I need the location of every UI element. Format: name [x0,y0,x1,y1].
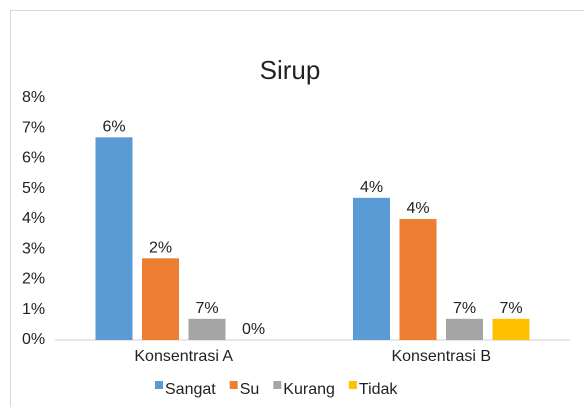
legend-label: Sangat [165,381,216,398]
y-tick-label: 0% [22,331,45,348]
y-tick-label: 1% [22,301,45,318]
y-tick-label: 6% [22,150,45,167]
bar [96,137,133,340]
x-tick-label: Konsentrasi B [391,348,491,365]
bar [353,198,390,340]
data-label: 7% [499,300,522,317]
y-tick-label: 2% [22,271,45,288]
y-tick-label: 5% [22,180,45,197]
legend-swatch [230,381,238,389]
data-label: 4% [360,179,383,196]
legend-swatch [349,381,357,389]
bar [400,219,437,340]
bar [493,319,530,340]
bar [142,258,179,340]
legend-swatch [273,381,281,389]
data-label: 4% [406,200,429,217]
bar [189,319,226,340]
y-tick-label: 8% [22,89,45,106]
legend-label: Kurang [283,381,335,398]
data-label: 0% [242,321,265,338]
data-label: 2% [149,240,172,257]
chart-title: Sirup [260,55,321,85]
data-label: 7% [453,300,476,317]
y-tick-label: 4% [22,210,45,227]
data-label: 6% [102,119,125,136]
bar [446,319,483,340]
legend-swatch [155,381,163,389]
x-tick-label: Konsentrasi A [134,348,233,365]
legend-label: Su [240,381,260,398]
data-label: 7% [195,300,218,317]
y-tick-label: 7% [22,119,45,136]
legend-label: Tidak [359,381,399,398]
y-tick-label: 3% [22,240,45,257]
